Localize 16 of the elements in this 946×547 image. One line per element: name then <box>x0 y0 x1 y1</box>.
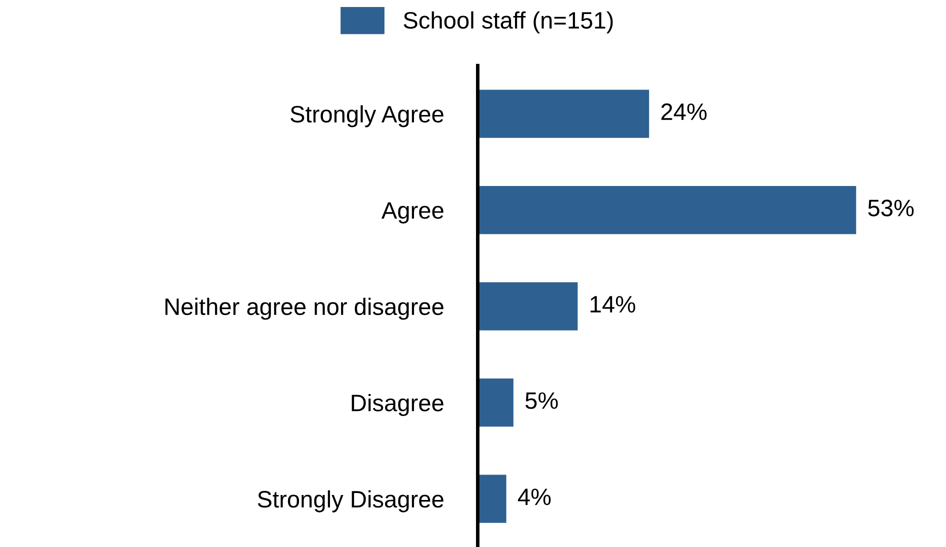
y-tick-label: Agree <box>381 202 444 224</box>
y-tick-label: Strongly Disagree <box>258 490 444 512</box>
bar <box>478 378 514 427</box>
bar <box>478 186 856 234</box>
bar <box>478 474 506 523</box>
bar <box>478 90 650 138</box>
data-label: 24% <box>661 103 707 120</box>
legend-label: School staff (n=151) <box>404 11 613 34</box>
data-label: 5% <box>525 392 558 409</box>
y-tick-label: Strongly Agree <box>290 105 444 128</box>
y-tick-label: Disagree <box>352 394 444 416</box>
bar <box>478 282 578 330</box>
data-label: 4% <box>518 488 551 506</box>
data-label: 14% <box>590 296 636 313</box>
y-tick-label: Neither agree nor disagree <box>165 298 444 320</box>
data-label: 53% <box>868 200 914 216</box>
